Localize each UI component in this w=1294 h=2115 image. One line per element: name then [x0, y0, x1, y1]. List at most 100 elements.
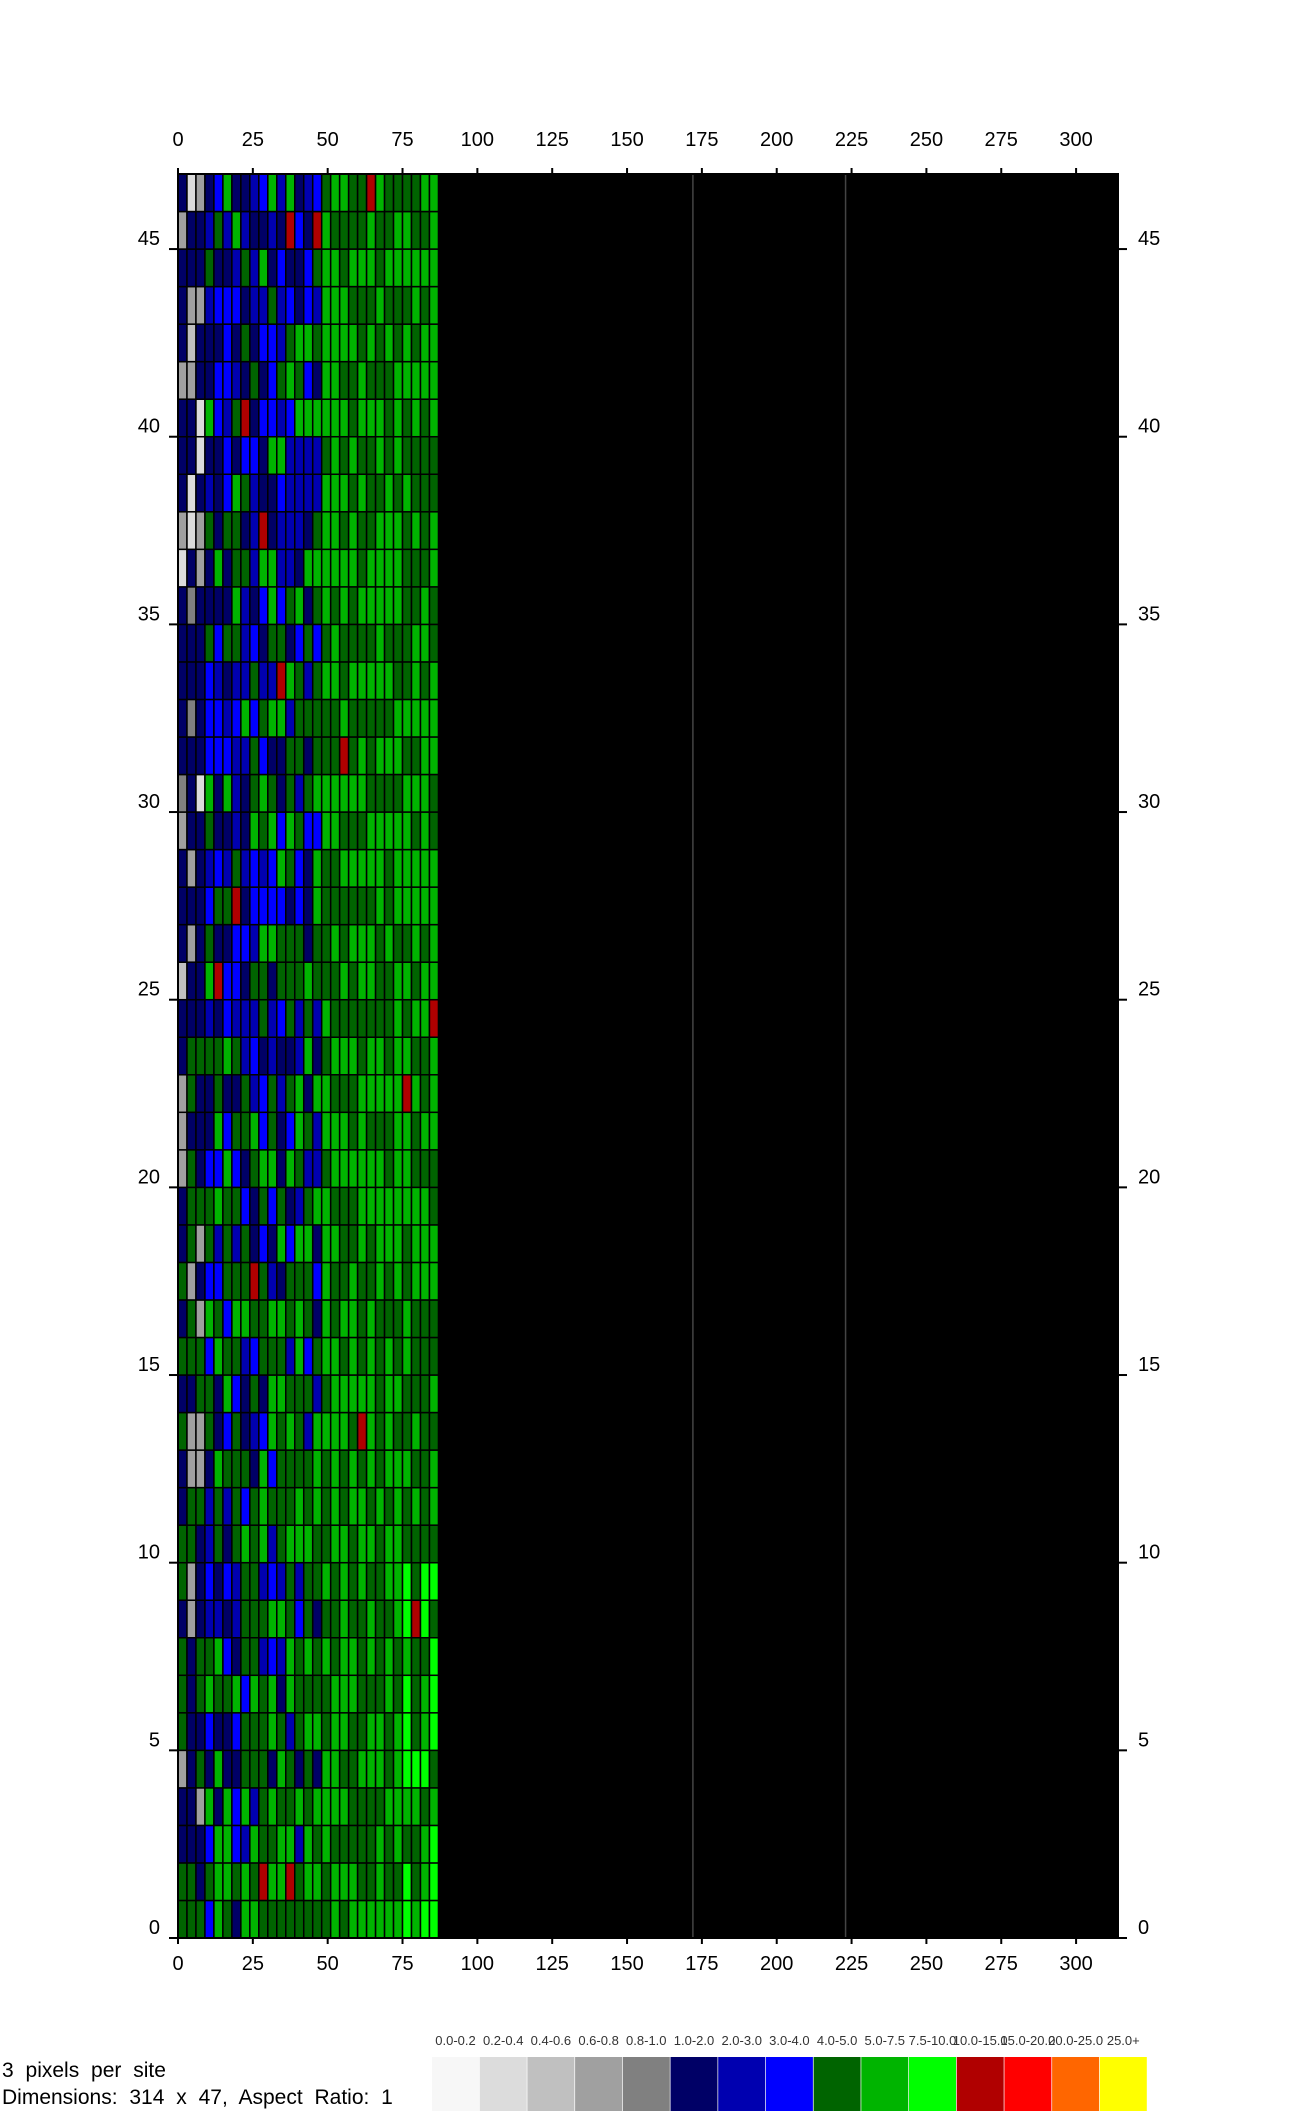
heatmap-cell — [392, 886, 404, 926]
heatmap-cell — [311, 1036, 323, 1076]
heatmap-cell — [177, 886, 188, 926]
heatmap-cell — [311, 623, 323, 663]
heatmap-cell — [249, 173, 260, 213]
heatmap-cell — [329, 173, 341, 213]
heatmap-cell — [276, 961, 287, 1001]
heatmap-cell — [294, 1899, 305, 1939]
heatmap-cell — [222, 473, 233, 513]
heatmap-cell — [267, 736, 278, 776]
heatmap-cell — [320, 961, 332, 1001]
heatmap-cell — [329, 661, 341, 701]
heatmap-cell — [401, 511, 413, 551]
heatmap-cell — [231, 661, 242, 701]
heatmap-cell — [186, 1336, 197, 1376]
heatmap-cell — [240, 473, 251, 513]
heatmap-cell — [428, 435, 440, 476]
heatmap-cell — [320, 811, 332, 851]
heatmap-cell — [204, 1074, 215, 1114]
heatmap-cell — [410, 1374, 422, 1414]
heatmap-cell — [347, 1036, 359, 1076]
legend-label: 5.0-7.5 — [865, 2033, 905, 2048]
heatmap-cell — [177, 998, 188, 1038]
heatmap-cell — [410, 1186, 422, 1226]
heatmap-cell — [329, 1674, 341, 1714]
legend-label: 25.0+ — [1107, 2033, 1140, 2048]
heatmap-cell — [356, 1712, 368, 1752]
heatmap-cell — [356, 886, 368, 926]
heatmap-cell — [320, 1374, 332, 1414]
heatmap-cell — [383, 773, 395, 813]
heatmap-cell — [410, 961, 422, 1001]
heatmap-cell — [401, 548, 413, 588]
heatmap-cell — [213, 736, 224, 776]
heatmap-cell — [419, 1261, 431, 1301]
heatmap-cell — [231, 1524, 242, 1564]
heatmap-cell — [410, 1824, 422, 1864]
heatmap-cell — [410, 1712, 422, 1752]
heatmap-cell — [231, 248, 242, 288]
heatmap-cell — [311, 961, 323, 1001]
heatmap-cell — [347, 1674, 359, 1714]
heatmap-cell — [428, 961, 440, 1001]
heatmap-cell — [329, 623, 341, 663]
heatmap-cell — [204, 473, 215, 513]
heatmap-cell — [258, 811, 269, 851]
heatmap-cell — [240, 1374, 251, 1414]
heatmap-cell — [428, 173, 440, 213]
heatmap-cell — [365, 1299, 377, 1339]
heatmap-cell — [311, 435, 323, 476]
heatmap-cell — [428, 1674, 440, 1714]
heatmap-cell — [329, 1749, 341, 1789]
heatmap-cell — [258, 1149, 269, 1189]
heatmap-cell — [186, 1712, 197, 1752]
heatmap-cell — [338, 1449, 350, 1489]
heatmap-cell — [320, 473, 332, 513]
heatmap-cell — [410, 1411, 422, 1451]
heatmap-cell — [392, 1186, 404, 1226]
heatmap-cell — [356, 1149, 368, 1189]
heatmap-cell — [302, 661, 314, 701]
legend-swatch — [670, 2057, 718, 2111]
heatmap-cell — [428, 1636, 440, 1677]
heatmap-cell — [276, 1336, 287, 1376]
heatmap-cell — [428, 1899, 440, 1939]
heatmap-cell — [240, 1411, 251, 1451]
heatmap-cell — [302, 173, 314, 213]
heatmap-cell — [374, 923, 386, 963]
heatmap-cell — [177, 1449, 188, 1489]
heatmap-cell — [285, 1036, 296, 1076]
heatmap-cell — [249, 1036, 260, 1076]
heatmap-cell — [374, 435, 386, 476]
heatmap-cell — [195, 1749, 206, 1789]
heatmap-cell — [428, 1374, 440, 1414]
heatmap-cell — [410, 1561, 422, 1601]
heatmap-cell — [231, 1899, 242, 1939]
heatmap-cell — [338, 1036, 350, 1076]
legend-label: 10.0-15.0 — [953, 2033, 1008, 2048]
heatmap-cell — [258, 435, 269, 476]
heatmap-cell — [392, 1111, 404, 1151]
heatmap-cell — [410, 548, 422, 588]
heatmap-cell — [383, 1674, 395, 1714]
heatmap-cell — [320, 548, 332, 588]
heatmap-cell — [302, 1636, 314, 1677]
heatmap-cell — [392, 1224, 404, 1264]
heatmap-cell — [356, 1036, 368, 1076]
heatmap-cell — [302, 473, 314, 513]
heatmap-cell — [401, 1749, 413, 1789]
heatmap-cell — [177, 248, 188, 288]
heatmap-cell — [195, 1636, 206, 1677]
heatmap-cell — [258, 1336, 269, 1376]
heatmap-cell — [222, 248, 233, 288]
y-tick-label: 45 — [1138, 228, 1160, 250]
heatmap-cell — [231, 1486, 242, 1526]
heatmap-cell — [222, 1374, 233, 1414]
x-tick-label: 275 — [985, 129, 1018, 151]
heatmap-cell — [258, 886, 269, 926]
heatmap-cell — [320, 1149, 332, 1189]
heatmap-cell — [258, 1636, 269, 1677]
heatmap-cell — [401, 1712, 413, 1752]
heatmap-cell — [311, 1749, 323, 1789]
heatmap-cell — [195, 1186, 206, 1226]
heatmap-cell — [338, 1486, 350, 1526]
